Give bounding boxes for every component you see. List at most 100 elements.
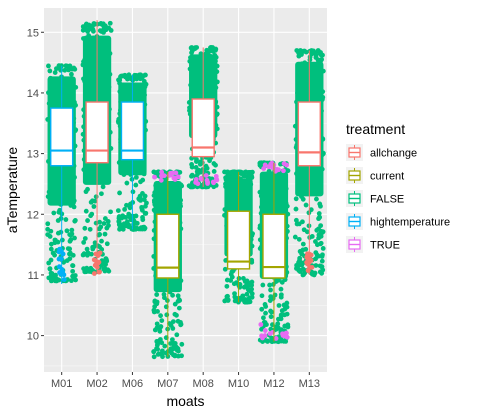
data-point: [285, 168, 291, 174]
highlight-point: [280, 333, 286, 338]
data-point: [70, 252, 76, 258]
data-point: [279, 279, 285, 285]
data-point: [121, 221, 127, 227]
data-point: [320, 267, 326, 273]
data-point: [201, 168, 207, 173]
data-point: [169, 337, 175, 343]
highlight-point: [281, 168, 286, 174]
data-point: [50, 250, 56, 256]
highlight-point: [195, 181, 201, 187]
data-point: [140, 177, 146, 183]
data-point: [275, 321, 281, 327]
data-point: [234, 280, 239, 286]
data-point: [72, 235, 77, 241]
data-point: [314, 196, 319, 202]
data-point: [317, 214, 323, 220]
highlight-point: [171, 175, 177, 181]
highlight-point: [92, 262, 98, 268]
highlight-point: [305, 261, 310, 267]
data-point: [319, 258, 325, 264]
data-point: [249, 257, 255, 263]
data-point: [84, 246, 90, 252]
data-point: [96, 226, 102, 232]
data-point: [222, 266, 228, 272]
data-point: [83, 208, 89, 214]
data-point: [170, 319, 176, 324]
data-point: [155, 351, 161, 357]
data-point: [67, 66, 73, 72]
data-point: [68, 237, 74, 243]
highlight-point: [284, 334, 290, 340]
data-point: [318, 240, 324, 246]
legend-title: treatment: [346, 121, 405, 137]
data-point: [292, 234, 298, 240]
y-tick-label: 14: [27, 88, 39, 100]
data-point: [58, 229, 64, 235]
data-point: [259, 306, 265, 312]
data-point: [69, 227, 75, 233]
highlight-point: [173, 170, 179, 176]
data-point: [45, 226, 51, 232]
highlight-point: [169, 170, 175, 176]
data-point: [46, 63, 51, 69]
data-point: [116, 219, 122, 225]
data-point: [224, 283, 230, 289]
data-point: [52, 70, 58, 75]
data-point: [88, 23, 94, 29]
y-tick-label: 11: [28, 270, 39, 282]
highlight-point: [267, 331, 273, 336]
data-point: [85, 218, 90, 223]
y-tick-label: 13: [27, 149, 39, 161]
data-point: [99, 191, 104, 197]
highlight-point: [203, 173, 209, 178]
data-point: [170, 292, 175, 298]
data-point: [123, 74, 128, 80]
data-point: [142, 210, 148, 216]
data-point: [297, 255, 303, 261]
data-point: [83, 27, 89, 33]
data-point: [304, 229, 310, 235]
data-point: [81, 251, 87, 257]
data-point: [117, 190, 122, 196]
data-point: [320, 52, 325, 58]
data-point: [154, 292, 160, 297]
data-point: [192, 46, 198, 52]
data-point: [137, 195, 143, 201]
data-point: [136, 72, 142, 78]
data-point: [260, 282, 266, 288]
data-point: [70, 268, 76, 274]
data-point: [64, 228, 70, 234]
data-point: [139, 204, 145, 210]
data-point: [170, 326, 176, 331]
highlight-point: [159, 173, 164, 179]
data-point: [222, 169, 227, 175]
data-point: [294, 221, 300, 227]
data-point: [303, 202, 309, 208]
data-point: [72, 66, 78, 72]
data-point: [244, 291, 250, 297]
highlight-point: [262, 333, 268, 338]
legend-item-false: FALSE: [346, 190, 404, 207]
data-point: [300, 247, 306, 253]
data-point: [45, 221, 51, 227]
data-point: [294, 48, 300, 53]
data-point: [179, 353, 184, 359]
highlight-point: [56, 249, 62, 255]
data-point: [102, 23, 108, 29]
data-point: [144, 200, 149, 206]
data-point: [47, 68, 53, 74]
data-point: [124, 180, 130, 186]
highlight-point: [58, 271, 63, 277]
data-point: [87, 226, 93, 232]
data-point: [73, 277, 78, 283]
data-point: [177, 298, 183, 303]
highlight-point: [193, 177, 199, 182]
data-point: [140, 217, 146, 223]
data-point: [242, 299, 248, 305]
y-tick-label: 15: [27, 27, 39, 39]
data-point: [70, 263, 76, 269]
legend-label: hightemperature: [370, 217, 450, 229]
data-point: [72, 218, 78, 224]
data-point: [278, 313, 284, 319]
data-point: [92, 198, 98, 204]
